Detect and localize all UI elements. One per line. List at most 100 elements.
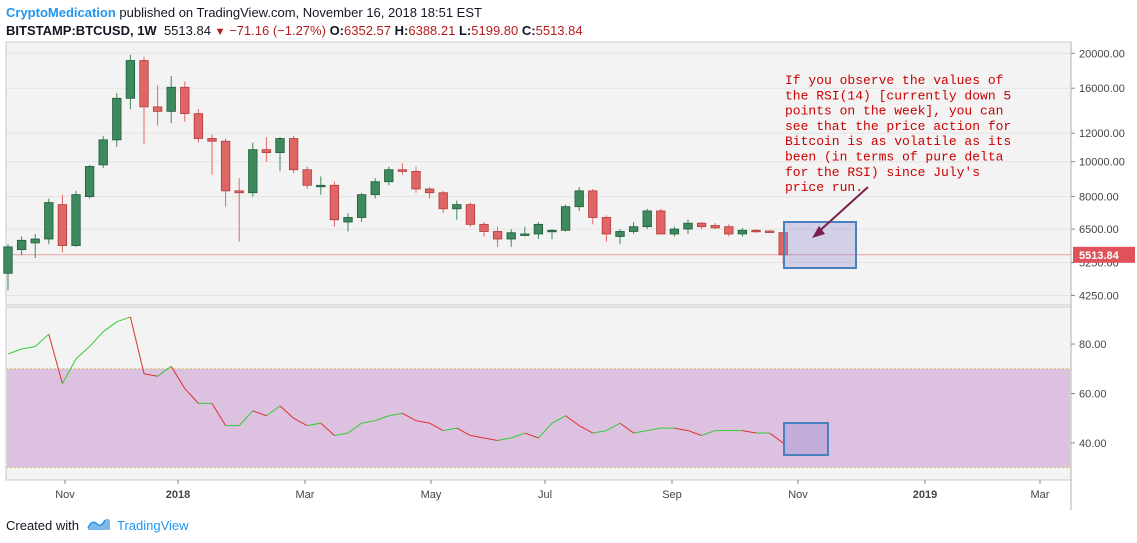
tradingview-logo-icon [87, 517, 111, 534]
annotation-line: points on the week], you can [785, 104, 1003, 119]
rsi-segment [293, 417, 308, 427]
candle-body [356, 194, 367, 218]
candle [84, 164, 95, 199]
candle [316, 176, 326, 195]
candle-body [275, 138, 285, 153]
candle-body [302, 169, 312, 186]
x-tick-label: May [421, 489, 442, 501]
candle [424, 187, 435, 199]
candle [615, 229, 625, 245]
candle [261, 137, 272, 162]
chart-canvas[interactable]: 20000.00 16000.00 12000.00 10000.00 8000.00 6… [0, 0, 1137, 510]
rsi-tick-label: 80.00 [1079, 339, 1107, 351]
rsi-segment [347, 422, 362, 434]
candle [3, 244, 13, 291]
candle-body [628, 226, 639, 232]
candle [166, 75, 176, 124]
candle-body [288, 138, 299, 171]
candle [520, 226, 530, 237]
candle [506, 229, 516, 247]
candle [16, 236, 27, 256]
symbol-line: BITSTAMP:BTCUSD, 1W 5513.84 ▼ −71.16 (−1… [6, 23, 583, 38]
rsi-segment [483, 437, 498, 441]
candle-body [656, 210, 666, 235]
rsi-segment [647, 427, 661, 432]
annotation-arrow [814, 186, 869, 236]
published-text: published on TradingView.com, November 1… [119, 5, 482, 20]
candle [57, 194, 68, 253]
candle [125, 54, 136, 110]
candle [275, 137, 285, 172]
author-link[interactable]: CryptoMedication [6, 5, 116, 20]
candle-body [520, 233, 530, 236]
candle-body [84, 166, 95, 198]
last-price-label: 5513.84 [1079, 250, 1120, 262]
rsi-segment [538, 422, 553, 439]
tradingview-brand-link[interactable]: TradingView [116, 518, 189, 533]
candle [248, 142, 258, 197]
candle [547, 229, 557, 240]
candle [533, 222, 544, 240]
candle [397, 163, 408, 175]
x-tick-label: Nov [55, 489, 75, 501]
candle-body [479, 223, 489, 232]
rsi-segment [334, 432, 349, 437]
candle [234, 178, 244, 242]
candle-body [683, 222, 693, 230]
rsi-segment [701, 430, 716, 436]
rsi-segment [238, 410, 254, 426]
symbol-label[interactable]: BITSTAMP:BTCUSD, 1W [6, 23, 157, 38]
candle [302, 166, 312, 189]
rsi-segment [75, 346, 90, 360]
price-change: −71.16 (−1.27%) [229, 23, 326, 38]
annotation-line: price run. [785, 180, 863, 195]
price-tick-label: 8000.00 [1079, 192, 1119, 204]
rsi-segment [578, 425, 594, 434]
candle [438, 190, 448, 214]
candle-body [384, 169, 394, 183]
rsi-segment [266, 405, 281, 417]
annotation-line: been (in terms of pure delta [785, 150, 1004, 165]
rsi-segment [511, 432, 525, 439]
price-pane [5, 41, 1072, 306]
rsi-segment [388, 412, 403, 417]
candle-body [44, 202, 54, 240]
publish-line: CryptoMedication published on TradingVie… [6, 5, 482, 20]
candle-body [669, 228, 680, 235]
candle [71, 190, 81, 247]
candle-body [397, 169, 408, 172]
candle [139, 56, 149, 144]
rsi-segment [320, 422, 335, 436]
rsi-segment [633, 430, 648, 434]
rsi-segment [524, 432, 539, 439]
candle-body [724, 226, 734, 235]
open-key: O: [329, 23, 345, 38]
candle [696, 222, 707, 230]
rsi-segment [456, 427, 471, 436]
candle-body [139, 60, 149, 108]
rsi-segment [687, 430, 702, 436]
open-value: 6352.57 [344, 23, 392, 38]
x-tick-label: Jul [538, 489, 552, 501]
rsi-segment [184, 388, 199, 404]
candle-body [329, 184, 340, 221]
candle-body [615, 231, 625, 237]
rsi-segment [361, 420, 376, 424]
x-tick-label: 2019 [913, 489, 937, 501]
candle-body [560, 206, 571, 231]
candle [492, 226, 503, 247]
candle-body [343, 217, 353, 223]
candle-body [696, 222, 707, 228]
rsi-segment [211, 403, 227, 426]
candle-body [533, 223, 544, 235]
candle [343, 213, 353, 232]
rsi-segment [170, 366, 186, 389]
candle-body [465, 204, 476, 225]
last-price: 5513.84 [163, 23, 211, 38]
rsi-segment [157, 365, 172, 377]
candle [44, 198, 54, 245]
candle [669, 226, 680, 237]
annotation-line: If you observe the values of [785, 73, 1003, 88]
candle-body [248, 149, 258, 194]
candle-body [125, 60, 136, 99]
